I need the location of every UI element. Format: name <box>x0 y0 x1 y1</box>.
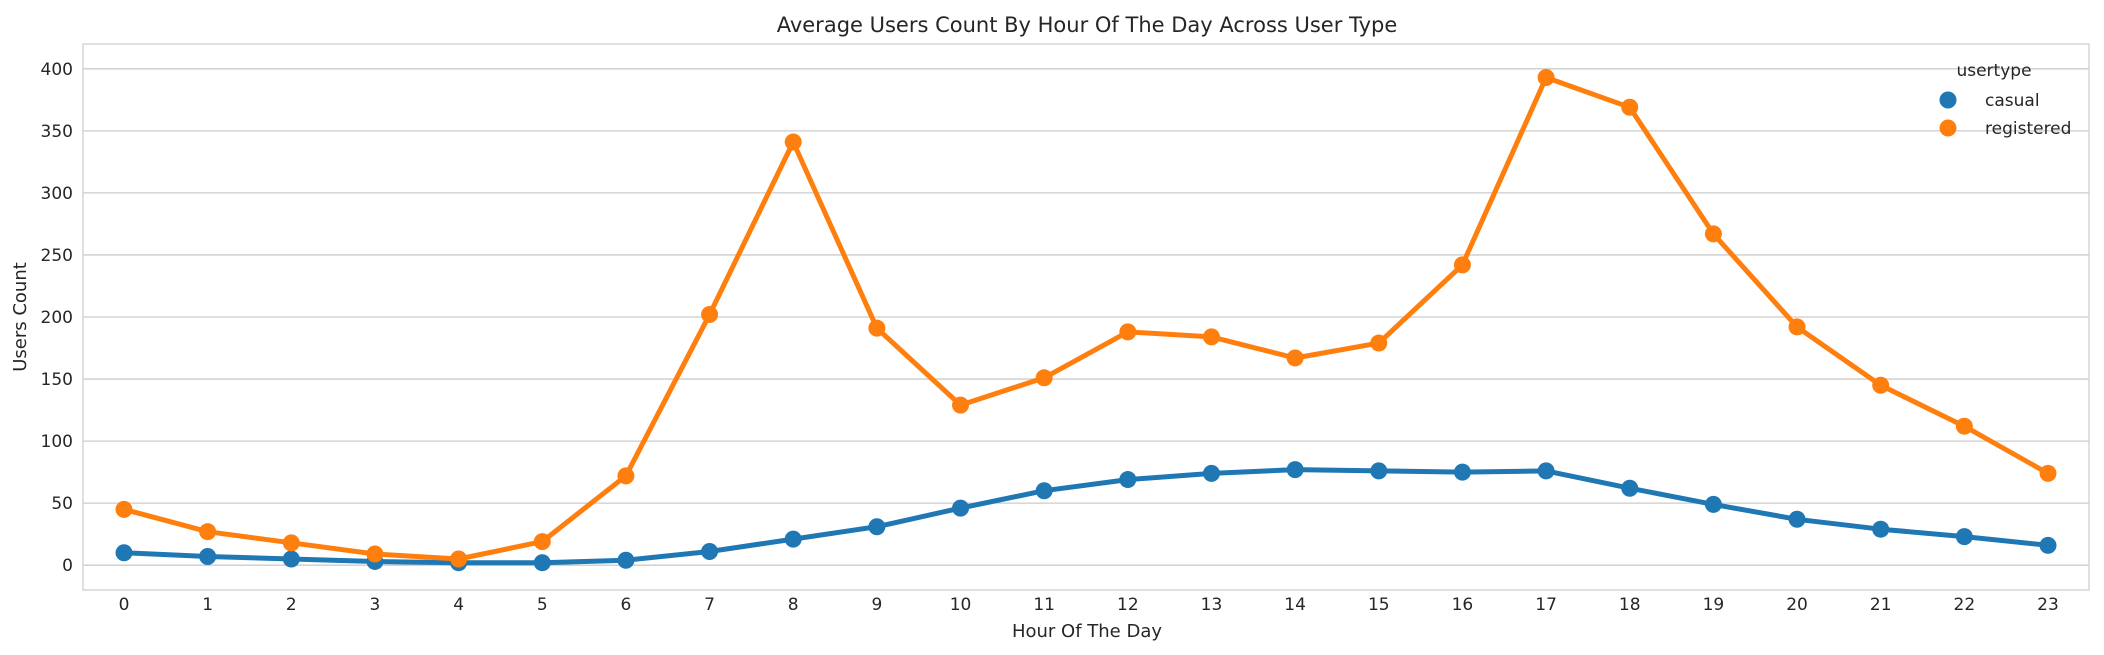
point-registered-3 <box>366 545 384 563</box>
legend-label-registered: registered <box>1985 119 2071 139</box>
point-registered-9 <box>868 319 886 337</box>
x-tick-label-11: 11 <box>1033 595 1055 615</box>
point-registered-4 <box>450 550 468 568</box>
point-casual-7 <box>701 543 719 561</box>
point-casual-22 <box>1955 528 1973 546</box>
y-tick-label-0: 0 <box>62 556 73 576</box>
point-registered-15 <box>1370 334 1388 352</box>
point-registered-19 <box>1704 225 1722 243</box>
y-tick-label-200: 200 <box>41 308 73 328</box>
point-casual-6 <box>617 551 635 569</box>
y-tick-label-400: 400 <box>41 60 73 80</box>
point-casual-23 <box>2039 536 2057 554</box>
legend-marker-registered <box>1939 119 1957 137</box>
point-registered-18 <box>1621 98 1639 116</box>
point-registered-13 <box>1202 328 1220 346</box>
legend: usertype casual registered <box>1939 61 2071 139</box>
y-axis-ticks: 0 50 100 150 200 250 300 350 400 <box>41 60 73 576</box>
point-registered-10 <box>952 396 970 414</box>
point-registered-21 <box>1872 376 1890 394</box>
x-tick-label-7: 7 <box>704 595 715 615</box>
x-tick-label-16: 16 <box>1452 595 1474 615</box>
x-tick-label-17: 17 <box>1535 595 1557 615</box>
x-tick-label-14: 14 <box>1284 595 1306 615</box>
x-tick-label-12: 12 <box>1117 595 1139 615</box>
point-casual-19 <box>1704 495 1722 513</box>
series-line-casual <box>121 467 2051 566</box>
x-tick-label-10: 10 <box>950 595 972 615</box>
series-registered <box>115 69 2057 568</box>
legend-items: casual registered <box>1939 91 2071 139</box>
point-casual-12 <box>1119 471 1137 489</box>
x-tick-label-5: 5 <box>537 595 548 615</box>
point-casual-21 <box>1872 520 1890 538</box>
x-axis-ticks: 0 1 2 3 4 5 6 7 8 9 10 11 12 13 14 15 16 17 18 19 20 21 22 23 <box>119 595 2059 615</box>
x-tick-label-6: 6 <box>620 595 631 615</box>
y-tick-label-50: 50 <box>51 494 73 514</box>
point-casual-15 <box>1370 462 1388 480</box>
series-layer <box>115 69 2057 572</box>
point-registered-6 <box>617 467 635 485</box>
point-registered-17 <box>1537 69 1555 87</box>
legend-marker-casual <box>1939 91 1957 109</box>
point-registered-1 <box>199 523 217 541</box>
x-axis-label: Hour Of The Day <box>1012 621 1162 642</box>
x-tick-label-18: 18 <box>1619 595 1641 615</box>
point-casual-10 <box>952 499 970 517</box>
point-casual-0 <box>115 544 133 562</box>
point-registered-22 <box>1955 417 1973 435</box>
x-tick-label-22: 22 <box>1954 595 1976 615</box>
point-casual-8 <box>784 530 802 548</box>
x-tick-label-23: 23 <box>2037 595 2059 615</box>
series-line-registered <box>121 75 2051 562</box>
point-registered-11 <box>1035 369 1053 387</box>
y-tick-label-100: 100 <box>41 432 73 452</box>
x-tick-label-13: 13 <box>1201 595 1223 615</box>
point-casual-9 <box>868 518 886 536</box>
point-casual-18 <box>1621 479 1639 497</box>
point-casual-20 <box>1788 510 1806 528</box>
point-registered-12 <box>1119 323 1137 341</box>
point-registered-16 <box>1453 256 1471 274</box>
y-tick-label-150: 150 <box>41 370 73 390</box>
point-casual-14 <box>1286 461 1304 479</box>
x-tick-label-0: 0 <box>119 595 130 615</box>
point-registered-8 <box>784 133 802 151</box>
point-casual-2 <box>282 550 300 568</box>
point-registered-23 <box>2039 464 2057 482</box>
y-tick-label-350: 350 <box>41 122 73 142</box>
x-tick-label-4: 4 <box>453 595 464 615</box>
chart-title: Average Users Count By Hour Of The Day A… <box>777 13 1398 37</box>
point-casual-5 <box>533 554 551 572</box>
legend-label-casual: casual <box>1985 91 2040 111</box>
x-tick-label-15: 15 <box>1368 595 1390 615</box>
gridlines <box>83 68 2089 566</box>
point-registered-20 <box>1788 318 1806 336</box>
x-tick-label-3: 3 <box>370 595 381 615</box>
point-casual-1 <box>199 547 217 565</box>
y-axis-label: Users Count <box>10 262 31 372</box>
point-registered-14 <box>1286 349 1304 367</box>
legend-title: usertype <box>1956 61 2031 81</box>
point-casual-17 <box>1537 462 1555 480</box>
y-tick-label-250: 250 <box>41 246 73 266</box>
point-casual-13 <box>1202 464 1220 482</box>
x-tick-label-1: 1 <box>202 595 213 615</box>
point-registered-2 <box>282 534 300 552</box>
y-tick-label-300: 300 <box>41 184 73 204</box>
point-registered-7 <box>701 306 719 324</box>
series-casual <box>115 461 2057 572</box>
point-registered-5 <box>533 533 551 551</box>
point-casual-11 <box>1035 482 1053 500</box>
point-registered-0 <box>115 500 133 518</box>
point-casual-16 <box>1453 463 1471 481</box>
x-tick-label-9: 9 <box>871 595 882 615</box>
x-tick-label-21: 21 <box>1870 595 1892 615</box>
x-tick-label-20: 20 <box>1786 595 1808 615</box>
x-tick-label-19: 19 <box>1703 595 1725 615</box>
x-tick-label-2: 2 <box>286 595 297 615</box>
x-tick-label-8: 8 <box>788 595 799 615</box>
